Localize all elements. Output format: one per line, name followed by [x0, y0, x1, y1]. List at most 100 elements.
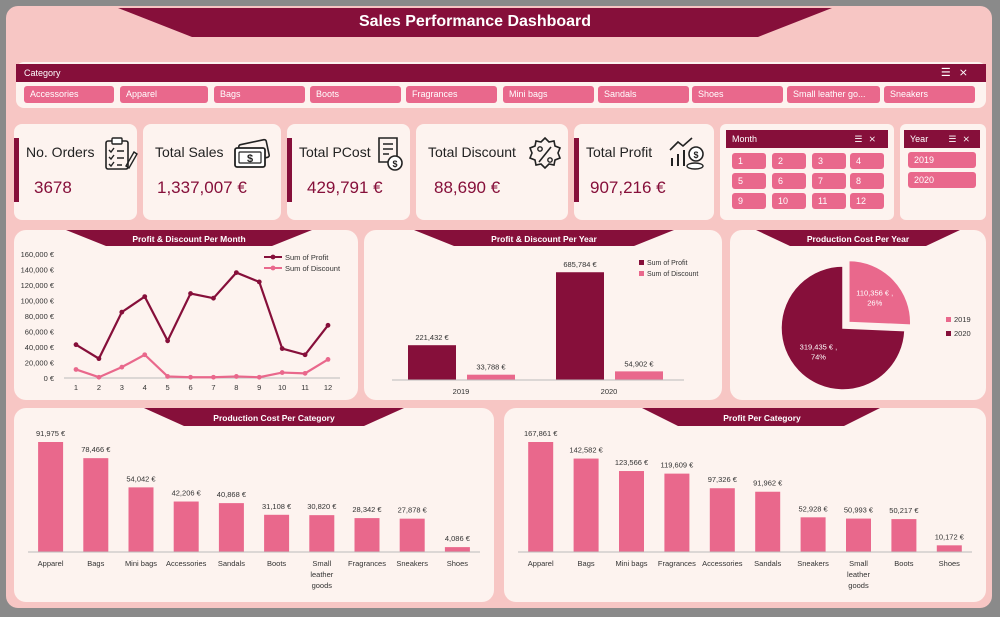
category-slicer: Category ☰⨯ Accessories Apparel Bags Boo… [16, 62, 986, 108]
month-button[interactable]: 5 [732, 173, 766, 189]
data-point [96, 356, 102, 362]
chart-production-cost-category: Production Cost Per Category 91,975 € App… [14, 408, 494, 602]
clear-filter-icon[interactable]: ⨯ [868, 134, 882, 144]
x-tick-label: Shoes [447, 559, 469, 568]
data-point [211, 374, 216, 380]
pie-slice [780, 265, 906, 391]
category-button[interactable]: Sandals [598, 86, 689, 103]
slicer-tools: ☰⨯ [948, 130, 976, 148]
legend-label: 2020 [954, 329, 971, 338]
data-label: 10,172 € [935, 532, 965, 541]
multi-select-icon[interactable]: ☰ [940, 67, 959, 79]
bar [755, 491, 781, 552]
month-button[interactable]: 4 [850, 153, 884, 169]
legend-swatch [639, 271, 644, 276]
data-point [119, 309, 125, 315]
month-button[interactable]: 8 [850, 173, 884, 189]
category-button[interactable]: Mini bags [503, 86, 594, 103]
data-label: 50,217 € [889, 506, 919, 515]
x-tick-label: Small [849, 559, 868, 568]
category-button[interactable]: Bags [214, 86, 305, 103]
month-button[interactable]: 1 [732, 153, 766, 169]
y-tick-label: 100,000 € [21, 297, 55, 306]
data-point [325, 357, 331, 362]
discount-badge-icon [528, 136, 562, 170]
multi-select-icon[interactable]: ☰ [854, 134, 869, 144]
category-button[interactable]: Shoes [692, 86, 783, 103]
year-button[interactable]: 2019 [908, 152, 976, 168]
x-tick-label: 2020 [601, 387, 618, 396]
category-button[interactable]: Apparel [120, 86, 208, 103]
month-button[interactable]: 3 [812, 153, 846, 169]
month-button[interactable]: 11 [812, 193, 846, 209]
multi-select-icon[interactable]: ☰ [948, 134, 963, 144]
year-slicer-header: Year ☰⨯ [904, 130, 980, 148]
category-button[interactable]: Sneakers [884, 86, 975, 103]
month-button[interactable]: 10 [772, 193, 806, 209]
clear-filter-icon[interactable]: ⨯ [958, 67, 976, 79]
clear-filter-icon[interactable]: ⨯ [962, 134, 976, 144]
data-point [302, 352, 308, 358]
x-tick-label: 7 [211, 383, 215, 392]
money-bill-icon: $ [234, 138, 270, 168]
bar [556, 272, 604, 380]
category-button[interactable]: Accessories [24, 86, 114, 103]
category-button[interactable]: Small leather go... [787, 86, 880, 103]
data-point [96, 374, 102, 380]
x-tick-label: 6 [188, 383, 192, 392]
category-slicer-header: Category ☰⨯ [16, 64, 986, 82]
legend-marker [270, 265, 276, 271]
x-tick-label: 9 [257, 383, 261, 392]
bar [173, 501, 199, 552]
data-point [73, 342, 79, 348]
kpi-value: 88,690 € [434, 178, 501, 197]
x-tick-label: Sneakers [797, 559, 829, 568]
bar [408, 345, 456, 380]
bar [38, 442, 64, 552]
data-label: 78,466 € [81, 445, 111, 454]
data-label: 142,582 € [569, 446, 603, 455]
bar [615, 371, 663, 380]
data-point [142, 352, 148, 358]
category-button[interactable]: Fragrances [406, 86, 497, 103]
svg-text:$: $ [693, 150, 698, 160]
chart-production-cost-year: Production Cost Per Year 110,356 € , 26% 3… [730, 230, 986, 400]
slicer-tools: ☰⨯ [854, 130, 882, 148]
data-point [165, 338, 171, 344]
data-label: 50,993 € [844, 506, 874, 515]
x-tick-label: Sneakers [396, 559, 428, 568]
kpi-value: 907,216 € [590, 178, 666, 197]
month-button[interactable]: 9 [732, 193, 766, 209]
kpi-label: Total Profit [586, 144, 653, 160]
data-label: 54,902 € [624, 359, 654, 368]
x-tick-label: Apparel [38, 559, 64, 568]
legend-label: Sum of Profit [647, 260, 688, 267]
x-tick-label: Mini bags [615, 559, 647, 568]
y-tick-label: 20,000 € [25, 359, 55, 368]
chart-title: Profit Per Category [723, 413, 801, 423]
category-button[interactable]: Boots [310, 86, 401, 103]
data-label: 40,868 € [217, 490, 247, 499]
x-tick-label: Sandals [218, 559, 245, 568]
x-tick-label: 2019 [453, 387, 470, 396]
month-button[interactable]: 2 [772, 153, 806, 169]
year-button[interactable]: 2020 [908, 172, 976, 188]
bar [83, 458, 109, 552]
data-label: 28,342 € [352, 505, 382, 514]
kpi-pcost: Total PCost 429,791 € $ [287, 124, 410, 220]
data-point [188, 291, 193, 296]
month-button[interactable]: 7 [812, 173, 846, 189]
bar [218, 503, 244, 552]
y-tick-label: 80,000 € [25, 312, 55, 321]
x-tick-label: Apparel [528, 559, 554, 568]
month-button[interactable]: 12 [850, 193, 884, 209]
legend-label: Sum of Profit [285, 253, 329, 262]
x-tick-label: 10 [278, 383, 286, 392]
kpi-orders: No. Orders 3678 [14, 124, 138, 220]
legend-swatch [946, 331, 951, 336]
data-point [73, 367, 79, 372]
chart-profit-discount-month: Profit & Discount Per Month 0 € 20,000 € 4… [14, 230, 358, 400]
month-button[interactable]: 6 [772, 173, 806, 189]
x-tick-label: Mini bags [125, 559, 157, 568]
legend-swatch [946, 317, 951, 322]
